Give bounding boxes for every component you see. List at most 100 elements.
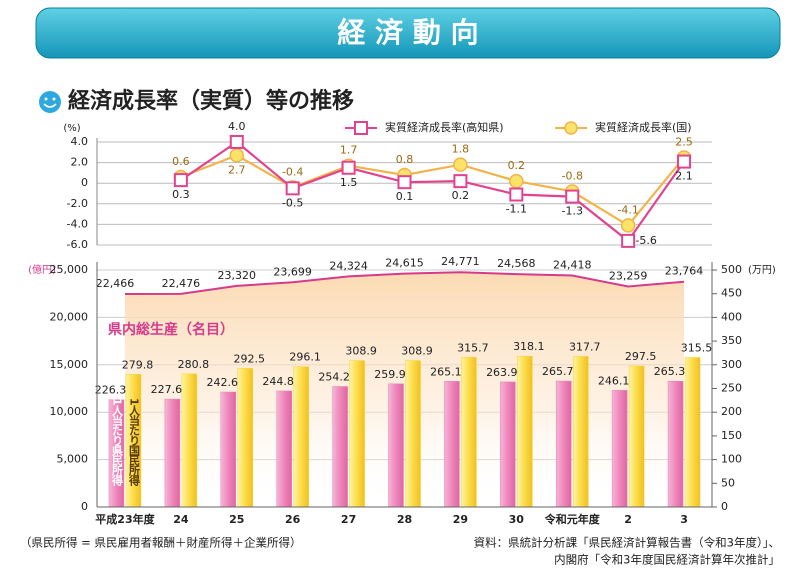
bar (220, 391, 237, 508)
bar-value-label: 246.1 (598, 374, 630, 387)
value-label: 0.2 (508, 159, 526, 172)
bar (444, 381, 460, 508)
bar (405, 360, 421, 508)
series-name: 1人当たり国民所得 (127, 398, 141, 486)
value-label: -5.6 (635, 234, 656, 247)
series-name: 県内総生産（名目） (108, 321, 234, 338)
gdp-value-label: 22,466 (96, 277, 135, 290)
gdp-value-label: 23,699 (273, 265, 312, 278)
series-name: 1人当たり県民所得 (110, 398, 124, 486)
bar-value-label: 263.9 (486, 366, 518, 379)
value-label: 0.1 (396, 190, 414, 203)
bar-value-label: 297.5 (625, 350, 657, 363)
bar (517, 355, 533, 508)
x-tick-label: 24 (173, 513, 189, 526)
bar-value-label: 259.9 (374, 368, 406, 381)
value-label: 2.7 (228, 163, 246, 176)
y-tick-label: 15,000 (50, 358, 89, 371)
value-label: -0.4 (282, 165, 303, 178)
bar-value-label: 296.1 (289, 351, 321, 364)
bar-value-label: 254.2 (318, 371, 350, 384)
y-unit: (億円) (28, 263, 56, 276)
legend-marker (354, 121, 368, 135)
bar (667, 380, 684, 508)
point-marker (620, 218, 636, 233)
bar-value-label: 315.5 (681, 341, 713, 354)
gdp-value-label: 23,320 (218, 269, 257, 282)
y2-unit: (万円) (748, 265, 776, 276)
point-marker (509, 173, 524, 189)
x-tick-label: 28 (397, 513, 412, 526)
bar-value-label: 265.1 (430, 365, 462, 378)
x-tick-label: 令和元年度 (544, 512, 601, 526)
bar (555, 380, 572, 508)
bar (181, 373, 198, 508)
value-label: 0.3 (172, 188, 190, 201)
x-tick-label: 30 (509, 513, 525, 526)
series-line (180, 140, 685, 243)
source-note: 内閣府「令和3年度国民経済計算年次推計」 (554, 553, 780, 567)
value-label: 0.2 (452, 189, 470, 202)
bar-value-label: 292.5 (234, 352, 266, 365)
value-label: -1.1 (506, 203, 527, 216)
y-tick-label: 0 (81, 176, 88, 189)
legend-marker (564, 121, 578, 135)
bar (349, 360, 365, 508)
bar (237, 368, 254, 508)
gdp-value-label: 24,615 (385, 257, 424, 270)
bar (684, 357, 701, 508)
bar-value-label: 308.9 (345, 345, 377, 358)
gdp-value-label: 24,568 (497, 257, 536, 270)
value-label: 2.1 (675, 170, 693, 183)
bar (164, 398, 181, 508)
y-tick-label: 0 (81, 500, 88, 513)
bar (500, 381, 516, 508)
point-marker (173, 173, 188, 188)
x-tick-label: 3 (680, 513, 688, 526)
smiley-icon (39, 91, 61, 113)
bar-value-label: 226.3 (95, 384, 127, 397)
point-marker (397, 175, 412, 190)
section-title: 経済成長率（実質）等の推移 (68, 88, 354, 114)
y2-tick-label: 150 (721, 429, 742, 442)
y2-tick-label: 300 (721, 358, 742, 371)
x-tick-label: 27 (341, 513, 356, 526)
formula-note: （県民所得 = 県民雇用者報酬＋財産所得＋企業所得） (20, 536, 301, 550)
value-label: -4.1 (617, 203, 638, 216)
bar (293, 366, 309, 508)
bar (276, 390, 292, 508)
bar-value-label: 244.8 (262, 375, 294, 388)
value-label: 1.7 (340, 144, 358, 157)
y-tick-label: 5,000 (57, 453, 89, 466)
header-title: 経 済 動 向 (337, 16, 478, 49)
gdp-area (125, 272, 684, 507)
point-marker (285, 181, 300, 196)
point-marker (677, 154, 692, 169)
bar (388, 383, 404, 508)
bar (611, 390, 628, 508)
series-line (180, 154, 685, 227)
y-tick-label: 10,000 (50, 405, 89, 418)
y2-tick-label: 250 (721, 382, 742, 395)
gdp-value-label: 23,764 (665, 265, 704, 278)
value-label: 1.8 (452, 143, 470, 156)
bar-value-label: 227.6 (151, 383, 183, 396)
bar (461, 357, 477, 508)
y-unit: (%) (63, 123, 80, 134)
y-tick-label: -2.0 (67, 197, 88, 210)
value-label: -0.8 (561, 169, 582, 182)
header-bar (35, 7, 781, 59)
bar-value-label: 279.8 (122, 358, 154, 371)
y-tick-label: 4.0 (71, 135, 89, 148)
y-tick-label: 20,000 (50, 310, 89, 323)
point-marker (621, 233, 636, 248)
source-note: 資料：県統計分析課「県民経済計算報告書（令和3年度）」、 (474, 536, 780, 550)
bar-value-label: 317.7 (569, 340, 601, 353)
bar-value-label: 308.9 (401, 345, 433, 358)
value-label: 4.0 (228, 120, 246, 133)
x-tick-label: 25 (229, 513, 244, 526)
legend-label: 実質経済成長率(高知県) (385, 120, 504, 134)
y2-tick-label: 100 (721, 453, 742, 466)
gdp-line (124, 271, 685, 295)
